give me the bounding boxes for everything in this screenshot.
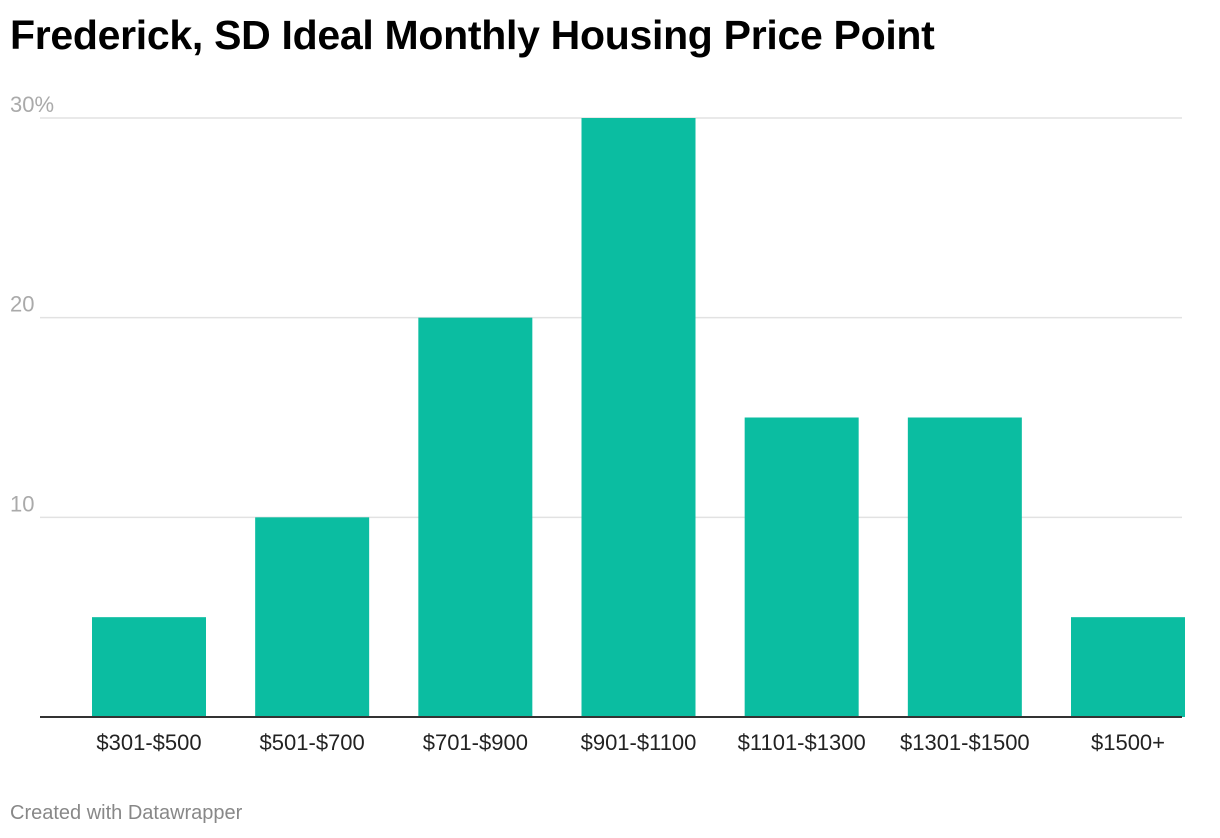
footer-credit: Created with Datawrapper [10,802,243,824]
x-tick-label-3: $701-$900 [423,730,528,755]
x-tick-label-6: $1301-$1500 [900,730,1030,755]
y-tick-label-30: 30% [10,92,54,117]
bar-7 [1071,617,1185,717]
bar-4 [581,118,696,717]
bars [92,118,1185,717]
y-axis-ticks: 10 20 30% [10,92,54,516]
x-tick-label-7: $1500+ [1091,730,1165,755]
y-tick-label-20: 20 [10,292,34,317]
x-tick-label-2: $501-$700 [260,730,365,755]
x-tick-label-5: $1101-$1300 [738,730,866,755]
chart-title: Frederick, SD Ideal Monthly Housing Pric… [10,12,935,58]
bar-1 [92,617,206,717]
y-tick-label-10: 10 [10,491,34,516]
x-axis-labels: $301-$500 $501-$700 $701-$900 $901-$1100 $11… [96,730,1165,755]
bar-6 [907,417,1022,717]
x-tick-label-1: $301-$500 [96,730,201,755]
bar-2 [255,517,370,717]
bar-3 [418,317,533,717]
x-tick-label-4: $901-$1100 [581,730,697,755]
bar-5 [744,417,859,717]
